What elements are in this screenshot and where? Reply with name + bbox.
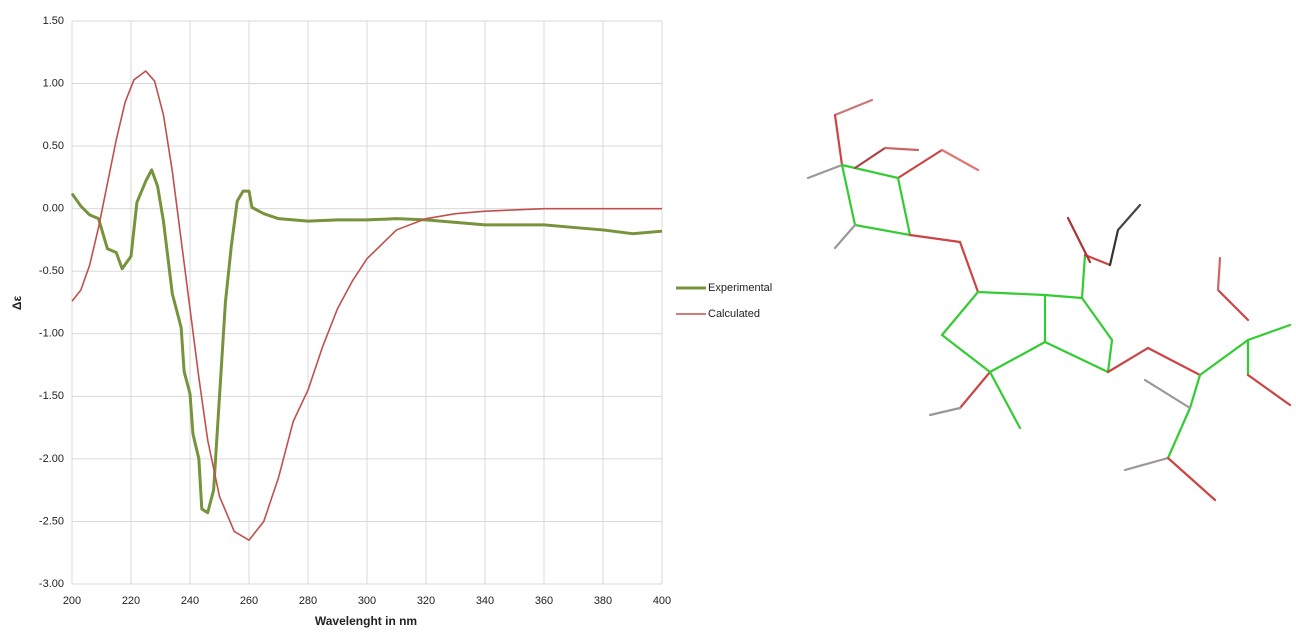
x-tick-label: 220 [122,595,140,607]
y-tick-label: -2.00 [39,453,64,465]
y-tick-label: -2.50 [39,515,64,527]
y-tick-label: 1.00 [43,77,64,89]
x-tick-label: 340 [476,595,494,607]
y-axis-title: Δε [10,296,24,311]
legend-label: Calculated [708,308,760,320]
y-tick-label: 0.00 [43,203,64,215]
x-tick-label: 200 [63,595,81,607]
x-tick-label: 400 [653,595,671,607]
x-axis-title: Wavelenght in nm [315,614,417,628]
y-tick-label: -1.50 [39,390,64,402]
y-tick-label: -1.00 [39,328,64,340]
y-tick-label: 0.50 [43,140,64,152]
legend-label: Experimental [708,282,772,294]
y-tick-label: 1.50 [43,15,64,27]
x-tick-label: 260 [240,595,258,607]
x-tick-label: 320 [417,595,435,607]
molecule [808,100,1290,500]
x-tick-label: 360 [535,595,553,607]
x-tick-label: 240 [181,595,199,607]
y-tick-label: -3.00 [39,578,64,590]
x-tick-label: 300 [358,595,376,607]
x-tick-label: 380 [594,595,612,607]
chart: Wavelenght in nm Δε [0,0,1296,634]
y-tick-label: -0.50 [39,265,64,277]
x-tick-label: 280 [299,595,317,607]
